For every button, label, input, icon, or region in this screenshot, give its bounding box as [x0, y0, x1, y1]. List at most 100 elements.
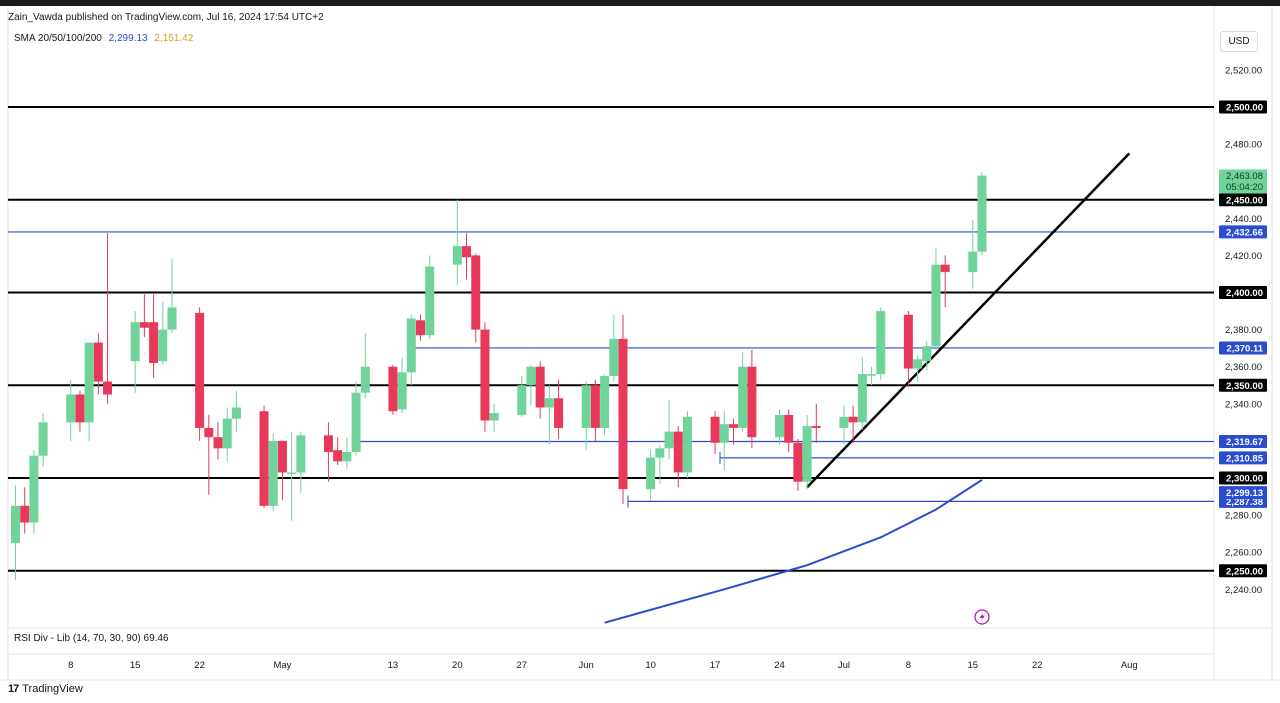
candle: [29, 450, 39, 534]
candle-body: [876, 311, 886, 375]
candle: [462, 233, 472, 280]
candle-body: [139, 322, 149, 328]
candle: [351, 381, 361, 456]
candle: [158, 301, 168, 365]
candle-body: [277, 440, 287, 473]
candle: [977, 171, 987, 256]
candle-body: [351, 392, 361, 453]
candle: [480, 322, 490, 432]
price-level-label-bg: [1219, 435, 1267, 449]
price-level-label-text: 2,310.85: [1226, 453, 1264, 464]
rsi-legend[interactable]: RSI Div - Lib (14, 70, 30, 90) 69.46: [14, 633, 169, 644]
candle-body: [554, 398, 564, 428]
candle: [149, 294, 159, 378]
candle: [268, 433, 278, 512]
candle: [848, 405, 858, 443]
candle: [204, 414, 214, 495]
candle: [425, 255, 435, 339]
price-level-label-bg: [1219, 494, 1267, 508]
candle-body: [747, 366, 757, 438]
candle-body: [259, 411, 269, 506]
candle: [747, 350, 757, 449]
candle-body: [774, 414, 784, 438]
sma-price-label-bg: [1219, 486, 1267, 500]
candle: [784, 409, 794, 453]
sma-value-1: 2,299.13: [108, 33, 148, 44]
price-level-label: 2,370.11: [1219, 341, 1267, 355]
x-tick-label: 22: [1032, 660, 1043, 671]
x-tick-label: 20: [452, 660, 463, 671]
candle: [517, 375, 527, 417]
candle: [609, 314, 619, 382]
y-tick-label: 2,280.00: [1225, 511, 1262, 522]
candle-body: [452, 246, 462, 265]
price-level-label-text: 2,400.00: [1226, 288, 1263, 299]
candle: [93, 333, 103, 395]
candle: [231, 390, 241, 432]
candle: [342, 437, 352, 469]
sma-legend[interactable]: SMA 20/50/100/200 2,299.13 2,151.42: [14, 33, 193, 44]
candle: [277, 440, 287, 501]
candle-body: [609, 338, 619, 376]
candle: [213, 422, 223, 460]
x-tick-label: 13: [388, 660, 399, 671]
countdown-text: 05:04:20: [1226, 182, 1263, 193]
candle-body: [20, 505, 30, 523]
x-tick-label: Aug: [1121, 660, 1138, 671]
price-level-label-bg: [1219, 471, 1267, 485]
candle-body: [618, 338, 628, 490]
candle-body: [903, 314, 913, 369]
candle: [793, 439, 803, 491]
sma-200-line: [604, 479, 983, 624]
candle-body: [480, 329, 490, 421]
candle: [535, 361, 545, 419]
price-level-label: 2,400.00: [1219, 286, 1267, 299]
candle-body: [489, 413, 499, 421]
candle-body: [977, 175, 987, 252]
candle-body: [149, 322, 159, 363]
candle: [489, 403, 499, 432]
candle-body: [231, 407, 241, 419]
candle-body: [93, 342, 103, 382]
x-tick-label: 8: [68, 660, 73, 671]
candle-body: [397, 372, 407, 410]
price-level-label: 2,319.67: [1219, 435, 1267, 449]
lightning-icon[interactable]: [974, 609, 990, 625]
price-level-label: 2,450.00: [1219, 193, 1267, 207]
candle: [75, 390, 85, 432]
candle-body: [471, 255, 481, 330]
price-level-label: 2,310.85: [1219, 451, 1267, 465]
candle-body: [29, 455, 39, 523]
candle-body: [784, 414, 794, 443]
candle: [646, 450, 656, 501]
y-tick-label: 2,380.00: [1225, 325, 1262, 336]
candle-body: [922, 346, 932, 362]
candle-body: [646, 457, 656, 490]
candle-body: [406, 318, 416, 373]
candle: [360, 333, 370, 399]
price-level-label-text: 2,319.67: [1226, 437, 1263, 448]
candle-body: [673, 431, 683, 473]
price-level-label-bg: [1219, 225, 1267, 239]
candle-body: [526, 366, 536, 386]
candle-body: [710, 416, 720, 443]
candle: [323, 422, 333, 482]
candle-body: [581, 385, 591, 428]
price-level-label: 2,432.66: [1219, 225, 1267, 239]
candle-body: [802, 426, 812, 482]
current-price-text: 2,463.08: [1226, 171, 1263, 182]
currency-button[interactable]: USD: [1220, 31, 1258, 52]
candle-body: [517, 385, 527, 415]
price-level-label: 2,287.38: [1219, 494, 1267, 508]
sma-label: SMA 20/50/100/200: [14, 33, 102, 44]
price-level-label: 2,350.00: [1219, 378, 1267, 392]
y-tick-label: 2,480.00: [1225, 140, 1262, 151]
candle: [655, 444, 665, 484]
y-tick-label: 2,360.00: [1225, 362, 1262, 373]
candle: [940, 255, 950, 308]
candle: [259, 405, 269, 508]
candle: [66, 379, 76, 441]
candle-body: [867, 374, 877, 376]
